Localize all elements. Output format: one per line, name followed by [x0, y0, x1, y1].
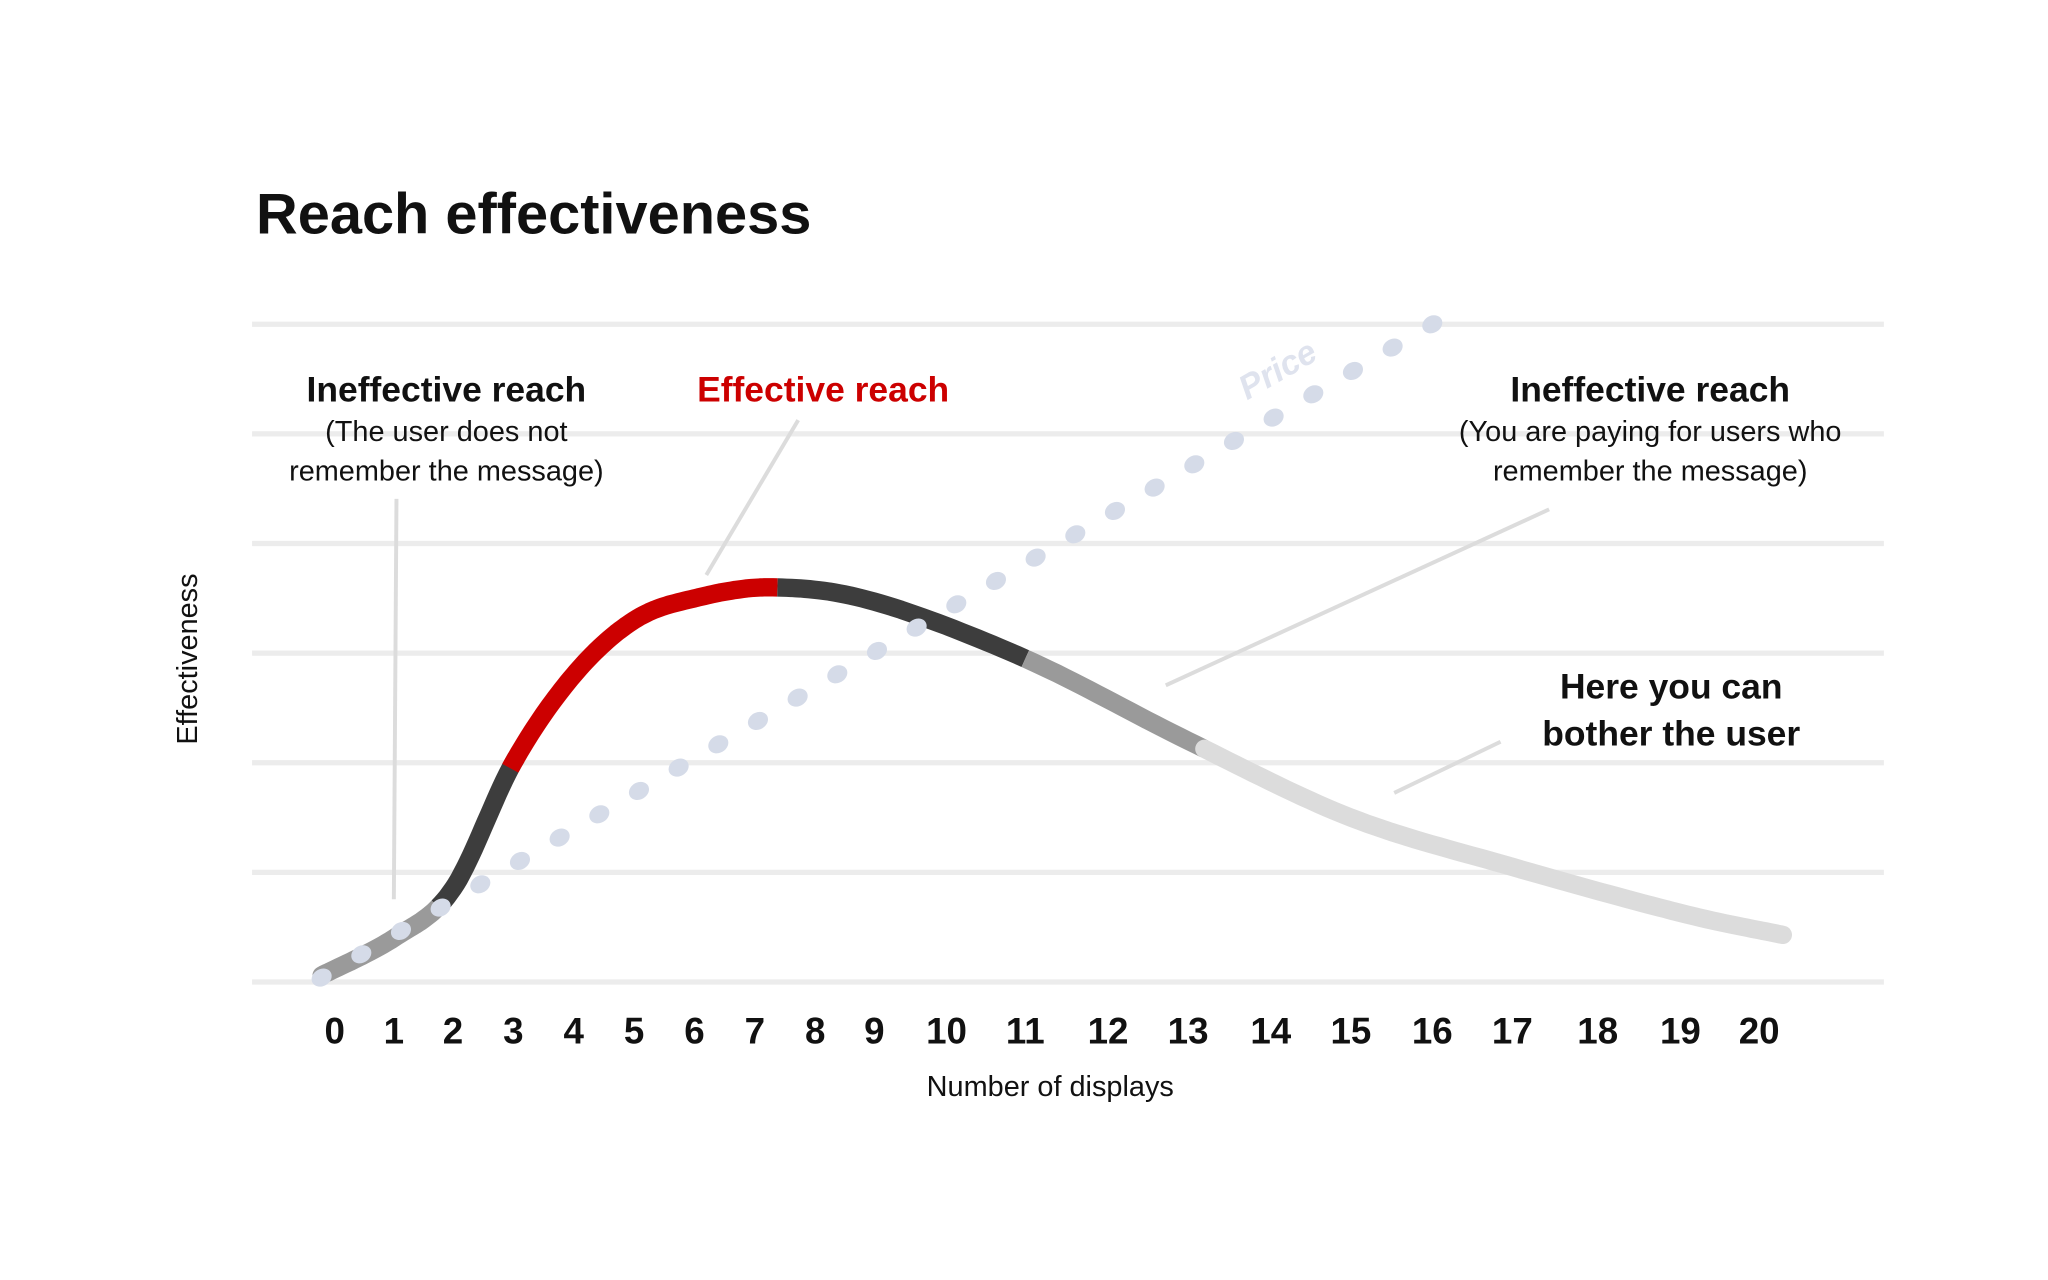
price-dot: [1422, 315, 1443, 334]
price-dot: [747, 711, 769, 731]
price-dot: [827, 665, 848, 684]
x-tick-label: 15: [1330, 1011, 1371, 1052]
price-dot: [906, 618, 927, 637]
leader-line-center: [704, 419, 800, 577]
price-dot: [390, 921, 412, 941]
x-tick-label: 11: [1006, 1011, 1045, 1052]
x-tick-label: 17: [1492, 1011, 1533, 1052]
x-tick-label: 5: [624, 1011, 644, 1052]
price-dot: [1025, 548, 1046, 567]
price-dot: [430, 898, 451, 917]
price-dot: [311, 968, 332, 987]
annotation-center-title: Effective reach: [697, 370, 949, 410]
x-tick-label: 6: [684, 1011, 704, 1052]
price-dot: [787, 688, 808, 707]
x-tick-label: 16: [1412, 1011, 1453, 1052]
x-axis-label: Number of displays: [927, 1071, 1174, 1103]
price-dot: [1342, 361, 1364, 380]
annotation-bother-line1: Here you can: [1560, 666, 1783, 706]
price-dot: [1184, 455, 1205, 474]
price-dot: [470, 875, 491, 894]
x-tick-label: 20: [1739, 1011, 1780, 1052]
price-dot: [549, 828, 570, 847]
x-tick-label: 2: [443, 1011, 463, 1052]
price-dot: [866, 641, 888, 661]
annotation-right-line1: (You are paying for users who: [1459, 416, 1842, 448]
price-dot: [628, 781, 650, 801]
x-tick-label: 19: [1660, 1011, 1701, 1052]
price-dot: [708, 735, 729, 754]
annotation-right-line2: remember the message): [1493, 455, 1808, 487]
leader-line-right: [1164, 507, 1550, 688]
x-tick-label: 3: [503, 1011, 523, 1052]
curve-segment: [431, 752, 525, 914]
price-dot: [1263, 408, 1284, 427]
chart-title: Reach effectiveness: [256, 183, 811, 247]
leader-line-left: [391, 498, 399, 900]
price-dot: [1065, 525, 1086, 544]
leader-line-bother: [1393, 739, 1502, 795]
annotation-left-line1: (The user does not: [325, 416, 567, 448]
curve-segment: [1021, 650, 1209, 758]
x-tick-label: 1: [384, 1011, 404, 1052]
annotation-right-title: Ineffective reach: [1510, 370, 1790, 410]
x-tick-label: 8: [805, 1011, 825, 1052]
curve-segment: [502, 578, 783, 773]
x-tick-label: 12: [1088, 1011, 1129, 1052]
x-tick-label: 7: [745, 1011, 765, 1052]
price-line: [311, 315, 1443, 987]
curve-segment: [312, 891, 454, 985]
annotation-left-line2: remember the message): [289, 455, 604, 487]
x-tick-label: 9: [864, 1011, 884, 1052]
price-dot: [1104, 501, 1126, 521]
price-dot: [1223, 431, 1245, 451]
annotation-leader-lines: [391, 419, 1550, 900]
effectiveness-curve: [312, 578, 1792, 985]
y-axis-label: Effectiveness: [172, 573, 204, 744]
gridlines: [252, 321, 1884, 985]
x-tick-labels: 0 1 2 3 4 5 6 7 8 9 10 11 12 13 14 15 16 17 18 19 20: [325, 1011, 1780, 1052]
price-dot: [985, 571, 1007, 591]
annotation-left-title: Ineffective reach: [307, 370, 587, 410]
price-dot: [1303, 385, 1324, 404]
price-dot: [668, 758, 689, 777]
curve-segment: [772, 578, 1030, 668]
x-tick-label: 0: [325, 1011, 345, 1052]
price-dot: [509, 851, 531, 871]
x-tick-label: 13: [1168, 1011, 1209, 1052]
x-tick-label: 14: [1250, 1011, 1291, 1052]
curve-segment: [1195, 739, 1792, 945]
price-dot: [589, 805, 610, 824]
price-dot: [1144, 478, 1165, 497]
annotation-bother-line2: bother the user: [1542, 714, 1800, 754]
x-tick-label: 18: [1577, 1011, 1618, 1052]
price-dot: [946, 595, 967, 614]
price-dot: [351, 945, 372, 964]
x-tick-label: 4: [563, 1011, 584, 1052]
x-tick-label: 10: [926, 1011, 967, 1052]
price-dot: [1382, 338, 1403, 357]
